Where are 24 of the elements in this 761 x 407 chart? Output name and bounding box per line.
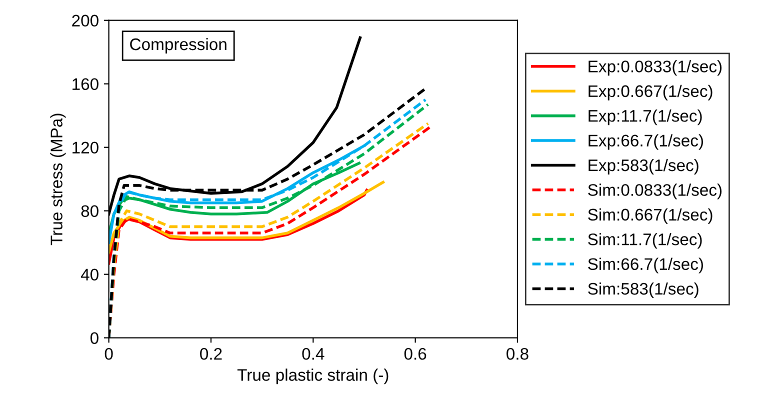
x-tick-label: 0.8: [506, 348, 528, 360]
legend-label: Exp:66.7(1/sec): [588, 134, 704, 150]
legend-label: Sim:0.667(1/sec): [588, 208, 712, 224]
y-tick-label: 160: [72, 78, 98, 90]
legend-label: Sim:0.0833(1/sec): [588, 184, 722, 200]
legend-label: Exp:11.7(1/sec): [588, 110, 702, 126]
legend-label: Exp:0.0833(1/sec): [588, 60, 722, 76]
y-axis-title: True stress (MPa): [50, 114, 66, 246]
y-tick-label: 40: [80, 268, 98, 281]
y-tick-label: 80: [81, 205, 98, 218]
legend-label: Exp:0.667(1/sec): [588, 84, 712, 100]
annotation: Compression: [130, 38, 226, 54]
x-axis-title: True plastic strain (-): [237, 368, 388, 384]
x-tick-label: 0.6: [404, 348, 426, 360]
x-tick-label: 0: [104, 348, 113, 360]
legend-label: Sim:583(1/sec): [588, 282, 698, 298]
x-tick-label: 0.2: [200, 348, 222, 360]
x-tick-label: 0.4: [302, 348, 324, 360]
y-tick-label: 120: [72, 142, 98, 154]
legend-label: Sim:11.7(1/sec): [588, 233, 702, 249]
y-tick-label: 200: [72, 14, 98, 27]
legend-label: Exp:583(1/sec): [588, 158, 698, 174]
legend-label: Sim:66.7(1/sec): [588, 258, 703, 274]
y-tick-label: 0: [90, 332, 98, 344]
